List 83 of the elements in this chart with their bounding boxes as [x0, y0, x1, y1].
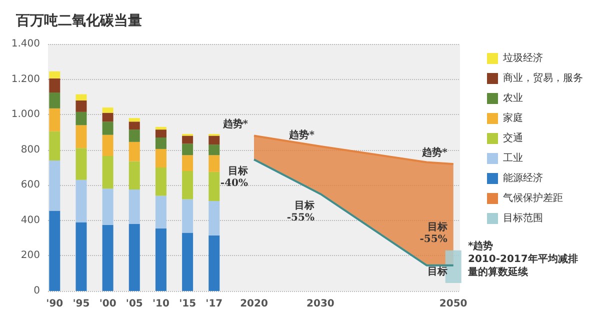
y-tick-label: 1.000	[11, 109, 40, 120]
bar	[128, 224, 140, 291]
y-tick-label: 800	[20, 144, 40, 156]
bar	[128, 161, 140, 190]
bar	[182, 144, 194, 156]
bar	[208, 144, 220, 156]
bar	[128, 130, 140, 142]
annotation: 目标 -40%	[220, 165, 248, 190]
bar	[182, 171, 194, 200]
bar	[182, 232, 194, 291]
bar	[155, 148, 166, 168]
annotation: 趋势*	[222, 118, 249, 130]
bar	[49, 108, 60, 132]
bar	[49, 92, 60, 108]
bar	[128, 118, 140, 122]
bar	[128, 122, 140, 130]
x-tick-label: '90	[46, 298, 64, 310]
y-tick-label: 400	[20, 214, 40, 226]
bar	[49, 210, 60, 291]
bar	[208, 201, 220, 236]
bar	[155, 130, 166, 138]
annotation: 趋势*	[421, 146, 448, 158]
bar	[102, 188, 114, 225]
x-tick-label: '05	[126, 298, 143, 310]
legend-label: 家庭	[503, 112, 523, 124]
chart-title: 百万吨二氧化碳当量	[15, 13, 142, 29]
y-tick-label: 200	[20, 250, 40, 262]
annotation: 目标	[427, 266, 448, 278]
y-tick-label: 1.200	[11, 74, 40, 85]
bar	[128, 190, 140, 224]
x-tick-label: '15	[179, 298, 196, 310]
y-tick-label: 1.400	[11, 38, 40, 50]
bar	[182, 199, 194, 233]
bar	[182, 136, 194, 144]
bar	[76, 94, 87, 100]
bar	[49, 78, 60, 93]
bar	[76, 180, 87, 222]
annotation: 趋势*	[288, 128, 316, 141]
annotation: 目标 -55%	[286, 199, 315, 224]
bar	[76, 100, 87, 112]
x-tick-label: '00	[99, 298, 116, 310]
bar	[155, 168, 166, 196]
bar	[128, 142, 140, 162]
y-tick-label: 600	[20, 180, 40, 191]
bar	[208, 172, 220, 202]
x-tick-label: '95	[72, 298, 90, 310]
x-tick-label: 2050	[439, 298, 468, 310]
bar	[208, 155, 220, 172]
text: *趋势 2010-2017年平均减排量的算数延续	[467, 240, 578, 278]
legend-label: 农业	[503, 92, 523, 104]
bar	[76, 112, 87, 126]
bar	[76, 222, 87, 291]
bar	[49, 71, 60, 78]
bar	[155, 138, 166, 149]
bar	[182, 155, 194, 172]
bar	[155, 228, 166, 291]
legend-label: 目标范围	[503, 212, 543, 224]
bar	[155, 196, 166, 228]
annotation: 目标 -55%	[420, 220, 448, 245]
y-tick-label: 0	[34, 286, 40, 296]
legend-label: 商业，贸易，服务	[503, 72, 583, 84]
bar	[102, 134, 114, 156]
bar	[49, 160, 60, 211]
x-tick-label: '10	[152, 298, 170, 310]
x-tick-label: 2020	[240, 298, 268, 310]
bar	[102, 112, 114, 122]
bar	[102, 156, 114, 189]
legend-label: 能源经济	[503, 172, 543, 184]
bar	[102, 122, 114, 135]
bar	[76, 125, 87, 148]
bar	[155, 126, 166, 130]
bar	[102, 108, 114, 113]
x-tick-label: 2030	[306, 298, 334, 310]
bar	[76, 148, 87, 180]
bar	[208, 235, 220, 291]
x-tick-label: '17	[206, 298, 223, 310]
bar	[49, 131, 60, 160]
legend-label: 工业	[503, 152, 523, 164]
legend-label: 交通	[503, 132, 523, 144]
legend-label: 气候保护差距	[503, 192, 563, 204]
legend-label: 垃圾经济	[502, 52, 543, 64]
bar	[208, 136, 220, 145]
bar	[102, 224, 114, 291]
